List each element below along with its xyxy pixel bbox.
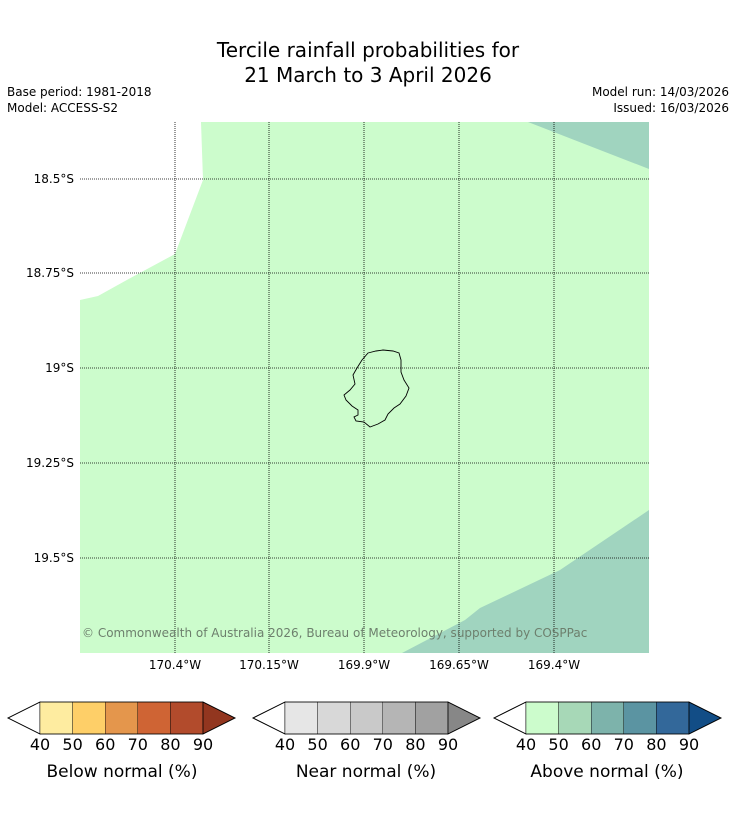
colorbar-near-tick: 50 xyxy=(307,735,328,754)
colorbar-near-min-extend xyxy=(252,701,286,735)
gridlines xyxy=(80,122,649,653)
colorbar-near-title: Near normal (%) xyxy=(295,762,437,782)
colorbar-below-tick: 50 xyxy=(62,735,83,754)
above-normal-60-region-top xyxy=(528,122,649,169)
colorbar-near-tick: 60 xyxy=(340,735,361,754)
colorbar-near-segment xyxy=(284,701,318,735)
copyright-notice: © Commonwealth of Australia 2026, Bureau… xyxy=(82,626,588,640)
colorbar-near-tick: 90 xyxy=(437,735,459,754)
colorbar-above-segment xyxy=(656,701,690,735)
colorbar-below-outline xyxy=(7,701,236,735)
colorbar-above-min-extend xyxy=(493,701,527,735)
colorbar-above-tick: 50 xyxy=(548,735,569,754)
above-normal-50-region xyxy=(80,122,649,653)
colorbar-above-segment xyxy=(525,701,559,735)
colorbar-near-outline xyxy=(252,701,481,735)
colorbar-near-segment xyxy=(415,701,449,735)
lon-label-3: 169.65°W xyxy=(429,658,489,672)
colorbar-below-title: Below normal (%) xyxy=(46,762,198,782)
colorbar-below-segment xyxy=(170,701,204,735)
colorbar-above-segment xyxy=(558,701,592,735)
colorbar-below-tick: 80 xyxy=(160,735,181,754)
lon-label-1: 170.15°W xyxy=(239,658,299,672)
colorbar-near-tick: 80 xyxy=(405,735,426,754)
colorbar-below-tick: 70 xyxy=(127,735,148,754)
colorbar-above-max-extend xyxy=(688,701,722,735)
colorbar-near-tick: 40 xyxy=(274,735,296,754)
colorbar-near-tick: 70 xyxy=(372,735,393,754)
colorbar-below-min-extend xyxy=(7,701,41,735)
colorbar-above-tick: 60 xyxy=(581,735,602,754)
lat-label-3: 19.25°S xyxy=(26,456,74,470)
lon-label-0: 170.4°W xyxy=(148,658,202,672)
colorbar-above-segment xyxy=(591,701,625,735)
colorbar-above-outline xyxy=(493,701,722,735)
colorbar-above-segment xyxy=(623,701,657,735)
colorbar-above-tick: 70 xyxy=(613,735,634,754)
base-period: Base period: 1981-2018 xyxy=(7,85,152,99)
map-area xyxy=(80,122,649,653)
model-run: Model run: 14/03/2026 xyxy=(591,85,729,99)
colorbar-above-tick: 80 xyxy=(646,735,667,754)
lon-label-2: 169.9°W xyxy=(337,658,391,672)
model-name: Model: ACCESS-S2 xyxy=(7,101,119,115)
meta-right: Model run: 14/03/2026 Issued: 16/03/2026 xyxy=(592,84,729,116)
colorbar-below-tick: 60 xyxy=(95,735,116,754)
colorbar-near-segment xyxy=(317,701,351,735)
title-line-1: Tercile rainfall probabilities for xyxy=(216,38,520,62)
lon-label-4: 169.4°W xyxy=(527,658,581,672)
colorbar-above-tick: 40 xyxy=(515,735,537,754)
colorbar-below-segment xyxy=(104,701,138,735)
colorbar-below-tick: 40 xyxy=(29,735,51,754)
colorbar-near-max-extend xyxy=(447,701,481,735)
title-line-2: 21 March to 3 April 2026 xyxy=(244,63,492,87)
colorbar-near-segment xyxy=(350,701,384,735)
lat-label-4: 19.5°S xyxy=(33,551,74,565)
colorbar-above-title: Above normal (%) xyxy=(530,762,684,782)
island-coastline xyxy=(343,349,410,428)
lat-label-0: 18.5°S xyxy=(33,172,74,186)
colorbar-near-segment xyxy=(382,701,416,735)
colorbar-below-tick: 90 xyxy=(192,735,214,754)
lat-label-1: 18.75°S xyxy=(26,266,74,280)
above-normal-60-region-bottom xyxy=(402,510,649,653)
map-title: Tercile rainfall probabilities for 21 Ma… xyxy=(0,38,736,88)
colorbar-below-max-extend xyxy=(202,701,236,735)
issued-date: Issued: 16/03/2026 xyxy=(613,101,729,115)
colorbar-below-segment xyxy=(72,701,106,735)
colorbar-below-segment xyxy=(137,701,171,735)
colorbar-below-segment xyxy=(39,701,73,735)
colorbar-above-tick: 90 xyxy=(678,735,700,754)
meta-left: Base period: 1981-2018 Model: ACCESS-S2 xyxy=(7,84,152,116)
lat-label-2: 19°S xyxy=(45,361,74,375)
